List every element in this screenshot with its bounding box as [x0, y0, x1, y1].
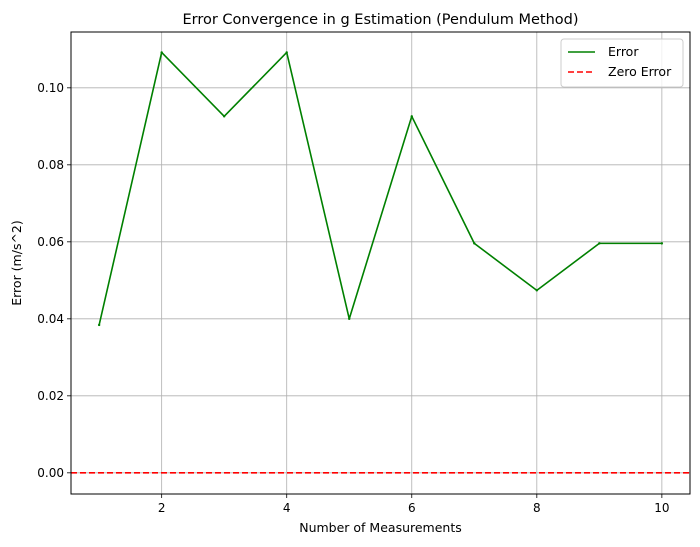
y-tick-label: 0.04	[37, 312, 64, 326]
error-data-point	[660, 242, 664, 245]
error-data-point	[348, 317, 351, 321]
y-tick-label: 0.10	[37, 81, 64, 95]
error-data-point	[535, 289, 539, 292]
error-data-point	[285, 51, 288, 54]
x-tick-label: 10	[654, 501, 669, 515]
legend: Error Zero Error	[560, 38, 684, 88]
error-data-point	[160, 51, 163, 54]
plot-frame	[70, 31, 691, 495]
error-data-point	[598, 242, 601, 245]
y-tick-label: 0.02	[37, 389, 64, 403]
legend-label-error: Error	[608, 44, 639, 59]
x-axis-label: Number of Measurements	[299, 520, 462, 535]
y-tick-label: 0.00	[37, 466, 64, 480]
y-axis-label: Error (m/s^2)	[9, 220, 24, 306]
legend-box	[560, 38, 684, 88]
x-tick-label: 8	[533, 501, 541, 515]
y-tick-label: 0.06	[37, 235, 64, 249]
x-tick-label: 2	[158, 501, 166, 515]
ticks: 2 4 6 8 10 0.00 0.02 0.04 0.06 0.08 0.10	[37, 81, 669, 515]
legend-label-zero-error: Zero Error	[608, 64, 672, 79]
error-series-line	[98, 51, 662, 326]
x-tick-label: 4	[283, 501, 291, 515]
plot-data	[71, 51, 690, 474]
chart-title: Error Convergence in g Estimation (Pendu…	[182, 12, 578, 28]
error-data-point	[222, 115, 226, 118]
x-tick-label: 6	[408, 501, 416, 515]
grid	[71, 32, 690, 494]
error-data-point	[473, 242, 476, 245]
y-tick-label: 0.08	[37, 158, 64, 172]
error-data-point	[97, 323, 101, 327]
error-data-point	[410, 115, 413, 118]
